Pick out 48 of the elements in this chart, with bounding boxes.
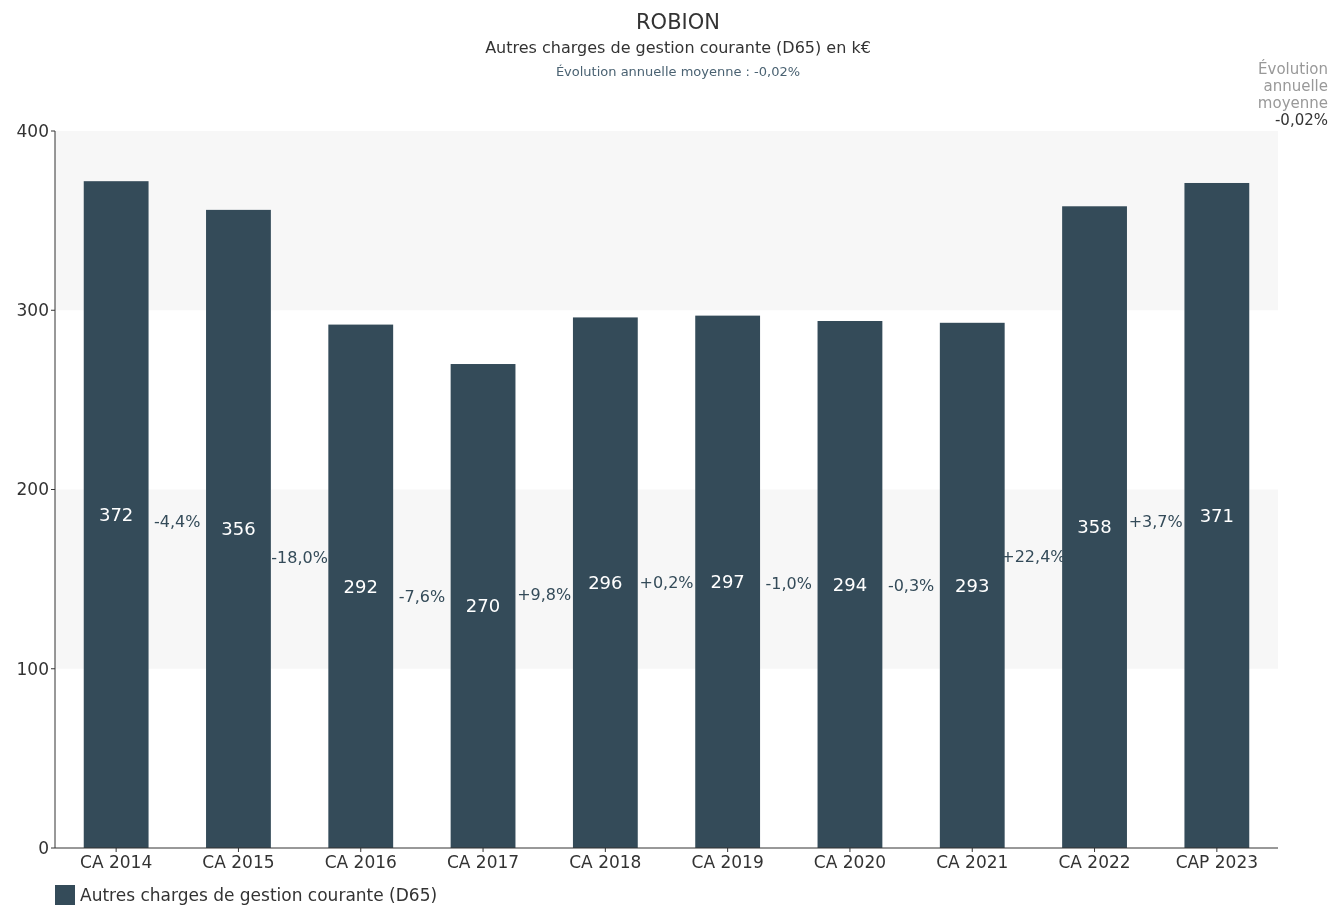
x-tick-label: CA 2018 bbox=[569, 852, 642, 872]
bar bbox=[450, 364, 516, 848]
annotation: -7,6% bbox=[398, 586, 446, 606]
chart-title: ROBION bbox=[636, 10, 720, 34]
x-tick-label: CA 2015 bbox=[202, 852, 275, 872]
data-label: 270 bbox=[465, 595, 501, 617]
x-tick-label: CA 2021 bbox=[936, 852, 1009, 872]
bar bbox=[572, 317, 638, 848]
data-label: 358 bbox=[1077, 516, 1112, 538]
legend-label: Autres charges de gestion courante (D65) bbox=[80, 884, 438, 905]
y-tick-label: 400 bbox=[16, 120, 49, 141]
x-tick-label: CA 2022 bbox=[1058, 852, 1131, 872]
data-label: 292 bbox=[343, 575, 378, 597]
x-tick-label: CA 2020 bbox=[813, 852, 887, 872]
annotation: -18,0% bbox=[271, 548, 328, 568]
data-label: 297 bbox=[710, 571, 745, 593]
data-label: 294 bbox=[832, 573, 868, 595]
y-tick-label: 0 bbox=[38, 837, 49, 858]
chart-subtitle: Autres charges de gestion courante (D65) en k€ bbox=[485, 38, 871, 57]
x-tick-label: CAP 2023 bbox=[1175, 852, 1259, 872]
annotation: +0,2% bbox=[639, 572, 694, 592]
annotation: +9,8% bbox=[517, 584, 572, 604]
bar bbox=[939, 322, 1005, 848]
text: Évolution annuelle moyenne -0,02% bbox=[1257, 59, 1328, 129]
data-label: 293 bbox=[955, 574, 990, 596]
bar bbox=[1062, 206, 1127, 848]
annotation: +3,7% bbox=[1128, 511, 1183, 531]
bar bbox=[206, 209, 271, 848]
annotation: -1,0% bbox=[765, 573, 813, 593]
data-label: 371 bbox=[1199, 504, 1235, 526]
text: Évolution annuelle moyenne : -0,02% bbox=[555, 64, 801, 79]
data-label: 296 bbox=[588, 572, 623, 594]
annotation: -0,3% bbox=[887, 575, 935, 595]
y-tick-label: 200 bbox=[16, 479, 49, 500]
x-tick-label: CA 2019 bbox=[691, 852, 764, 872]
y-tick-label: 100 bbox=[16, 658, 49, 679]
data-label: 372 bbox=[98, 503, 134, 525]
bar bbox=[1184, 182, 1250, 848]
bar bbox=[695, 315, 761, 848]
y-tick-label: 300 bbox=[16, 300, 49, 321]
annotation: -4,4% bbox=[154, 512, 201, 532]
x-tick-label: CA 2017 bbox=[446, 852, 520, 872]
bar bbox=[328, 324, 394, 848]
x-tick-label: CA 2014 bbox=[80, 852, 153, 872]
data-label: 356 bbox=[221, 518, 256, 540]
x-tick-label: CA 2016 bbox=[324, 852, 397, 872]
bar bbox=[817, 321, 883, 848]
bar bbox=[83, 181, 149, 848]
